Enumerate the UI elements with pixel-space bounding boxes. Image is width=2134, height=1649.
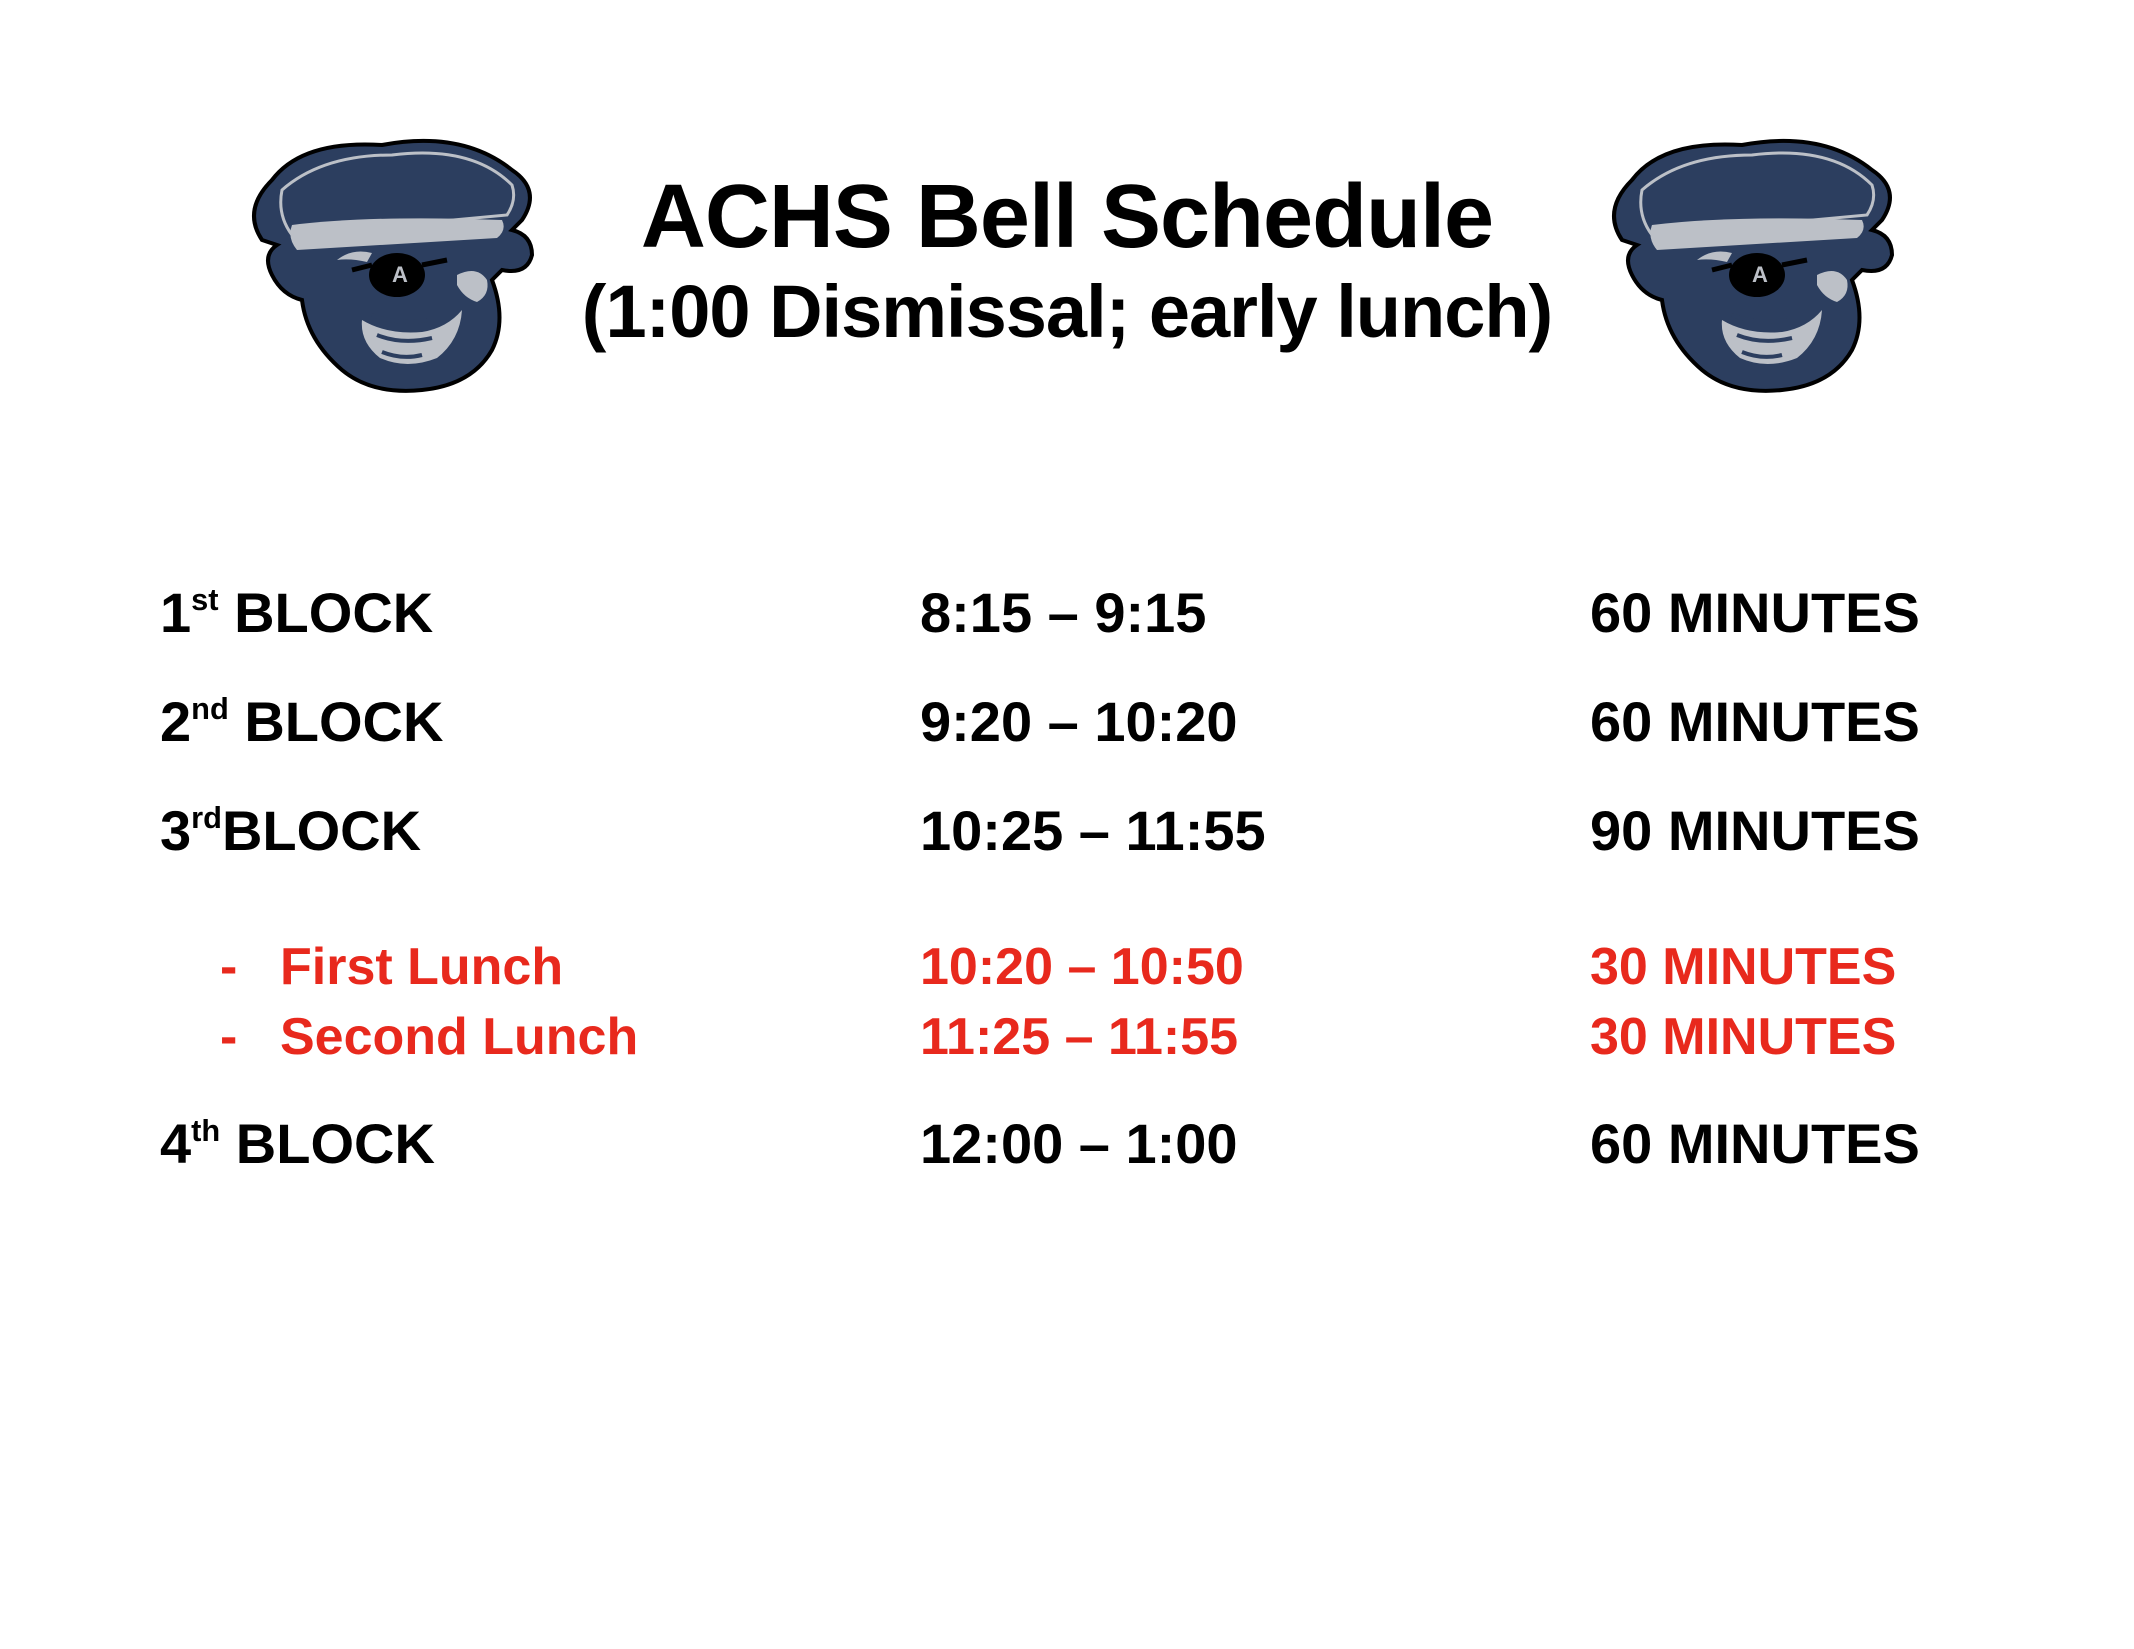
schedule-row-lunch: -Second Lunch 11:25 – 11:55 30 MINUTES [160,1007,1974,1067]
mascot-logo-left: A [222,120,552,400]
block-time: 9:20 – 10:20 [920,689,1590,754]
block-label: 3rdBLOCK [160,798,920,863]
block-time: 10:25 – 11:55 [920,798,1590,863]
schedule-table: 1st BLOCK 8:15 – 9:15 60 MINUTES 2nd BLO… [0,400,2134,1176]
block-label: 2nd BLOCK [160,689,920,754]
block-label: 1st BLOCK [160,580,920,645]
lunch-time: 11:25 – 11:55 [920,1007,1590,1067]
page-title: ACHS Bell Schedule [582,166,1552,269]
block-time: 12:00 – 1:00 [920,1111,1590,1176]
lunch-time: 10:20 – 10:50 [920,937,1590,997]
svg-text:A: A [1752,262,1768,287]
schedule-row: 3rdBLOCK 10:25 – 11:55 90 MINUTES [160,798,1974,863]
svg-text:A: A [392,262,408,287]
schedule-row: 1st BLOCK 8:15 – 9:15 60 MINUTES [160,580,1974,645]
header: A ACHS Bell Schedule (1:00 Dismissal; ea… [0,0,2134,400]
block-label: 4th BLOCK [160,1111,920,1176]
block-duration: 90 MINUTES [1590,798,1974,863]
block-time: 8:15 – 9:15 [920,580,1590,645]
lunch-label: -First Lunch [160,937,920,997]
schedule-row-lunch: -First Lunch 10:20 – 10:50 30 MINUTES [160,937,1974,997]
mascot-logo-right: A [1582,120,1912,400]
lunch-duration: 30 MINUTES [1590,937,1974,997]
lunch-duration: 30 MINUTES [1590,1007,1974,1067]
block-duration: 60 MINUTES [1590,580,1974,645]
page-subtitle: (1:00 Dismissal; early lunch) [582,269,1552,354]
schedule-row: 4th BLOCK 12:00 – 1:00 60 MINUTES [160,1111,1974,1176]
block-duration: 60 MINUTES [1590,1111,1974,1176]
schedule-row: 2nd BLOCK 9:20 – 10:20 60 MINUTES [160,689,1974,754]
block-duration: 60 MINUTES [1590,689,1974,754]
title-block: ACHS Bell Schedule (1:00 Dismissal; earl… [582,166,1552,354]
lunch-label: -Second Lunch [160,1007,920,1067]
